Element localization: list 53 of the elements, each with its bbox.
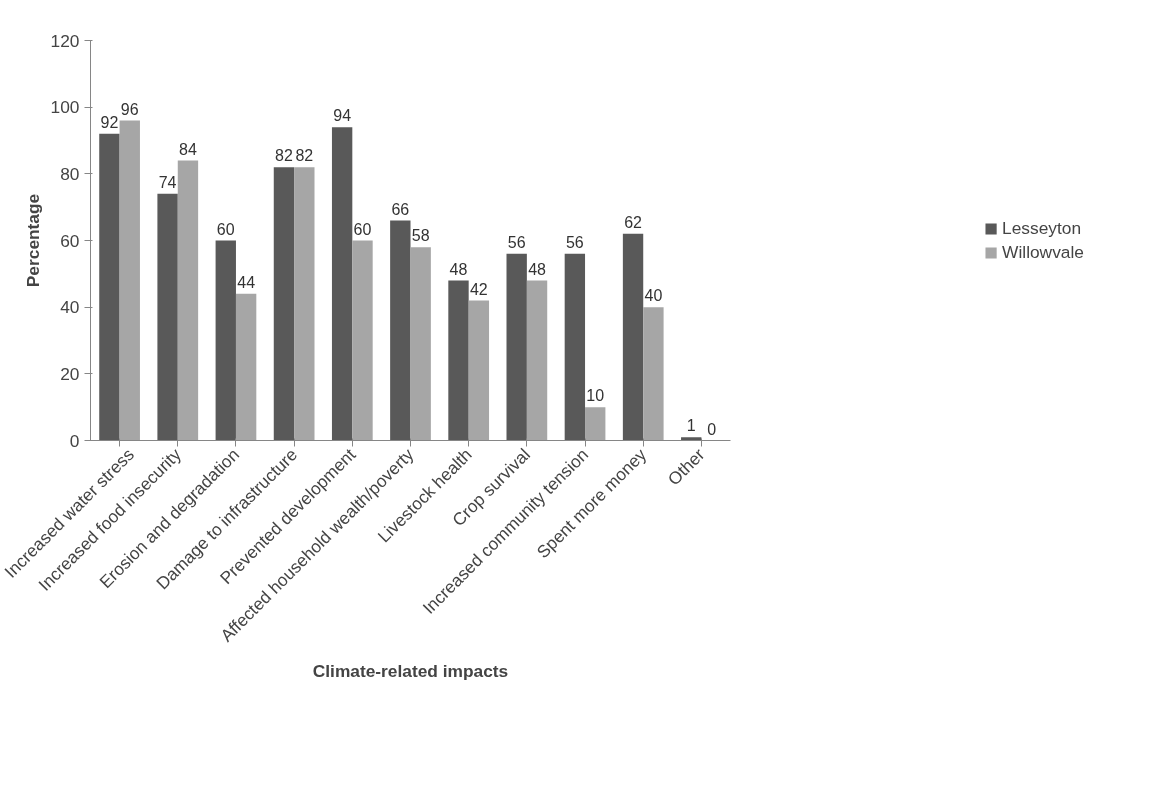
data-label: 48: [528, 260, 547, 278]
legend-label: Lesseyton: [1002, 217, 1082, 239]
y-tick-label: 40: [60, 297, 80, 318]
bar: [273, 167, 295, 441]
bar: [99, 133, 120, 441]
legend-label: Willowvale: [1002, 241, 1084, 263]
bar: [235, 293, 257, 441]
data-label: 58: [411, 227, 430, 245]
bar: [643, 307, 664, 441]
bar: [526, 280, 548, 441]
data-label: 96: [120, 100, 139, 118]
data-label: 42: [469, 280, 488, 298]
bar: [157, 193, 178, 441]
bar: [410, 247, 431, 441]
data-label: 44: [237, 273, 256, 291]
y-tick-label: 120: [50, 30, 80, 51]
data-label: 66: [391, 200, 410, 218]
data-label: 48: [449, 260, 468, 278]
bar: [622, 233, 644, 441]
bar: [564, 253, 586, 441]
bar: [506, 253, 527, 441]
data-label: 1: [686, 417, 696, 435]
data-label: 94: [333, 107, 352, 125]
y-tick-label: 100: [50, 97, 80, 118]
data-label: 10: [586, 387, 605, 405]
data-label: 82: [275, 147, 293, 165]
bar: [390, 220, 411, 441]
data-label: 62: [624, 213, 643, 231]
x-axis-title: Climate-related impacts: [312, 660, 509, 681]
data-label: 60: [216, 220, 235, 238]
bar: [119, 120, 140, 441]
bar: [331, 127, 353, 441]
data-label: 74: [158, 173, 177, 191]
data-label: 0: [707, 420, 717, 438]
y-tick-label: 20: [60, 363, 80, 384]
data-label: 56: [507, 233, 526, 251]
data-label: 40: [644, 287, 663, 305]
y-tick-label: 80: [60, 163, 80, 184]
bar: [294, 167, 315, 441]
y-axis-title: Percentage: [22, 193, 43, 288]
y-tick-label: 60: [60, 230, 80, 251]
data-label: 60: [353, 220, 372, 238]
bar: [352, 240, 373, 441]
data-label: 92: [100, 113, 119, 131]
bar: [585, 407, 606, 441]
y-tick-label: 0: [69, 430, 80, 451]
data-label: 82: [295, 147, 314, 165]
bar: [177, 160, 199, 441]
data-label: 84: [179, 140, 197, 158]
data-label: 56: [565, 233, 584, 251]
bar: [215, 240, 236, 441]
bar: [448, 280, 469, 441]
bar: [468, 300, 490, 441]
